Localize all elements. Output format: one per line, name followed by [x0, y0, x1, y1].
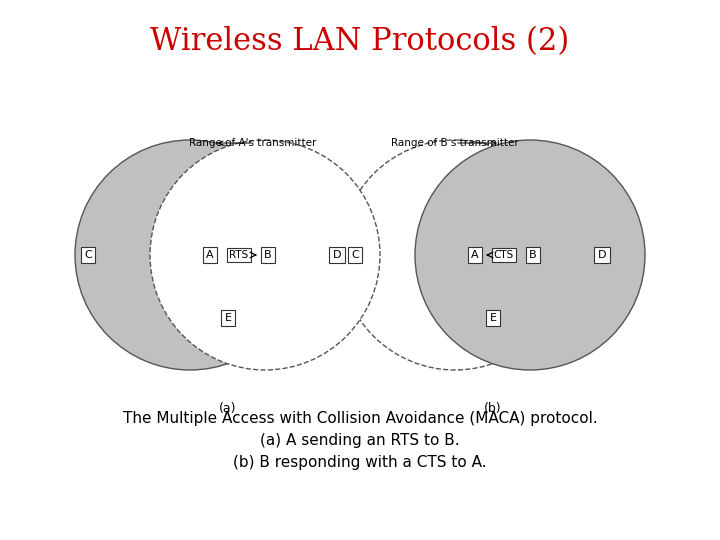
Circle shape	[415, 140, 645, 370]
Text: D: D	[598, 250, 606, 260]
Text: (b): (b)	[484, 402, 501, 415]
Text: B: B	[529, 250, 537, 260]
Text: (a) A sending an RTS to B.: (a) A sending an RTS to B.	[260, 433, 460, 448]
Text: Range of B s transmitter: Range of B s transmitter	[391, 138, 519, 148]
Text: C: C	[351, 250, 359, 260]
Text: Range of A's transmitter: Range of A's transmitter	[189, 138, 317, 148]
Text: A: A	[471, 250, 479, 260]
Text: (b) B responding with a CTS to A.: (b) B responding with a CTS to A.	[233, 455, 487, 469]
Text: (a): (a)	[219, 402, 236, 415]
Text: C: C	[84, 250, 92, 260]
Circle shape	[150, 140, 380, 370]
Text: A: A	[206, 250, 214, 260]
Text: CTS: CTS	[494, 250, 514, 260]
Text: E: E	[490, 313, 497, 323]
Text: Wireless LAN Protocols (2): Wireless LAN Protocols (2)	[150, 26, 570, 57]
Text: RTS: RTS	[230, 250, 248, 260]
Text: B: B	[264, 250, 272, 260]
Circle shape	[75, 140, 305, 370]
Circle shape	[340, 140, 570, 370]
Text: E: E	[225, 313, 232, 323]
Text: D: D	[333, 250, 341, 260]
Text: The Multiple Access with Collision Avoidance (MACA) protocol.: The Multiple Access with Collision Avoid…	[122, 410, 598, 426]
